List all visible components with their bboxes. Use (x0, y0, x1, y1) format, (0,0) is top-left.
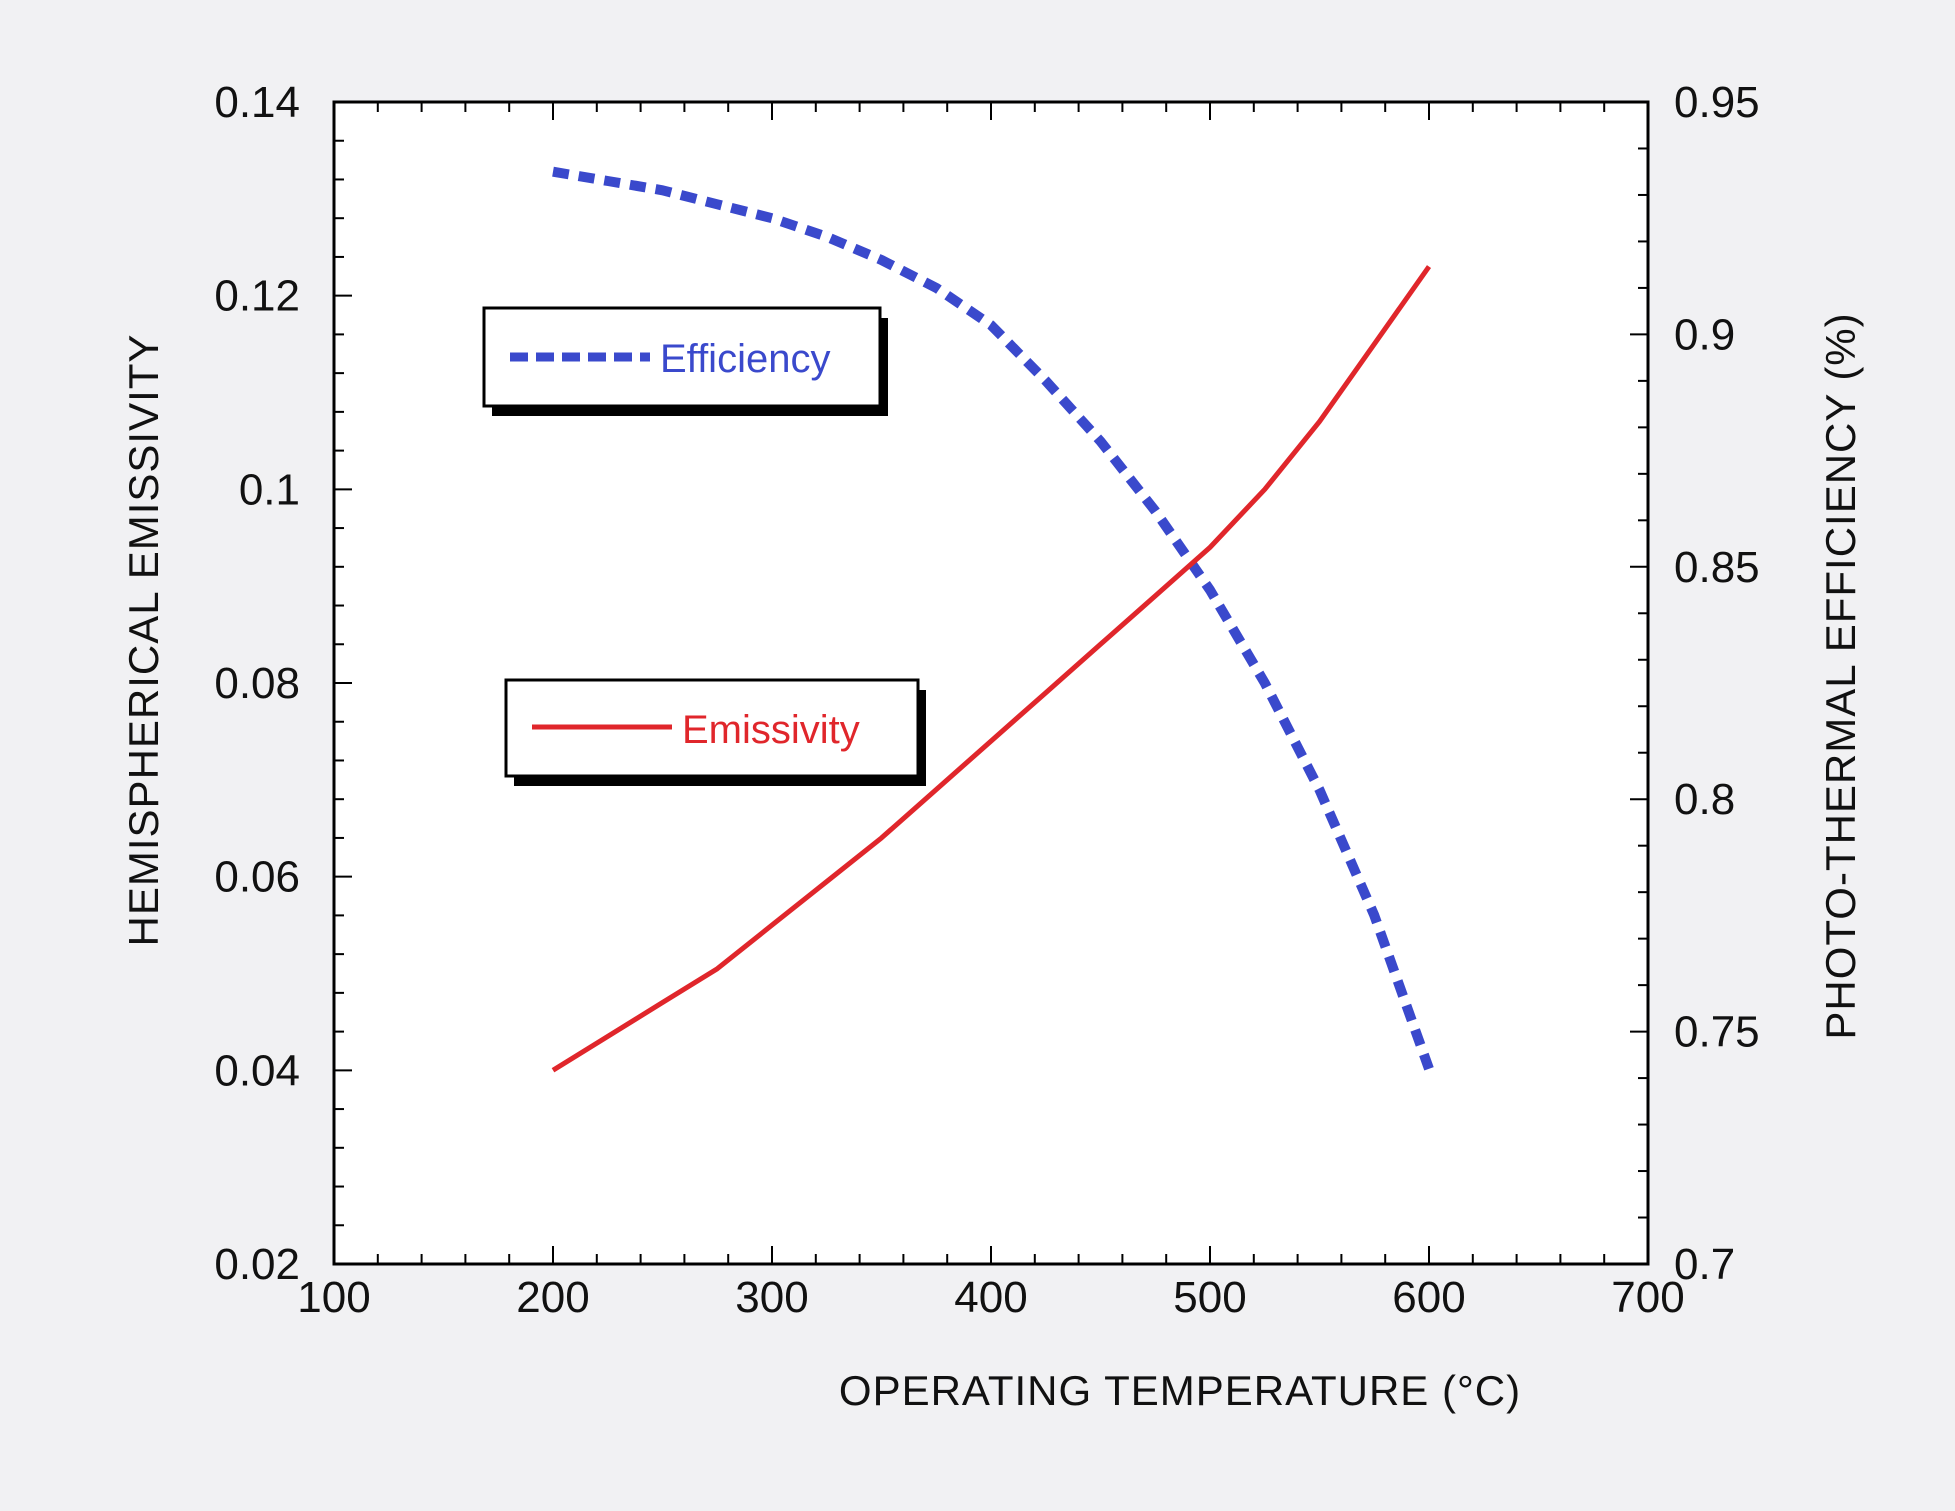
y-axis-title: HEMISPHERICAL EMISSIVITY (120, 334, 167, 947)
legend-efficiency: Efficiency (482, 306, 888, 416)
y2-tick-labels: 0.7 0.75 0.8 0.85 0.9 0.95 (1674, 78, 1760, 1289)
x-axis-title: OPERATING TEMPERATURE (°C) (839, 1367, 1521, 1414)
x-tick-label: 300 (735, 1273, 808, 1322)
minor-ticks (334, 102, 1648, 1264)
series-line-emissivity (551, 265, 1432, 1073)
x-tick-label: 500 (1173, 1273, 1246, 1322)
y2-axis-title: PHOTO-THERMAL EFFICIENCY (%) (1817, 312, 1864, 1039)
x-tick-label: 700 (1611, 1273, 1684, 1322)
series-layer (551, 166, 1434, 1073)
y2-tick-label: 0.8 (1674, 775, 1735, 824)
y-tick-label: 0.02 (214, 1240, 300, 1289)
x-tick-label: 200 (516, 1273, 589, 1322)
x-tick-labels: 100 200 300 400 500 600 700 (297, 1273, 1684, 1322)
y-tick-label: 0.04 (214, 1046, 300, 1095)
y-tick-label: 0.06 (214, 853, 300, 902)
y2-tick-label: 0.85 (1674, 543, 1760, 592)
legend-efficiency-label: Efficiency (660, 337, 830, 381)
y2-tick-label: 0.75 (1674, 1008, 1760, 1057)
series-line-efficiency (552, 166, 1434, 1071)
y-tick-label: 0.08 (214, 659, 300, 708)
y2-tick-label: 0.95 (1674, 78, 1760, 127)
x-tick-label: 600 (1392, 1273, 1465, 1322)
y-tick-label: 0.12 (214, 272, 300, 321)
y2-tick-label: 0.7 (1674, 1240, 1735, 1289)
y2-tick-label: 0.9 (1674, 310, 1735, 359)
legend-emissivity: Emissivity (504, 678, 926, 786)
x-tick-label: 100 (297, 1273, 370, 1322)
legend-emissivity-label: Emissivity (682, 708, 860, 752)
y-tick-labels: 0.02 0.04 0.06 0.08 0.1 0.12 0.14 (214, 78, 300, 1289)
x-tick-label: 400 (954, 1273, 1027, 1322)
y-tick-label: 0.14 (214, 78, 300, 127)
y-tick-label: 0.1 (239, 465, 300, 514)
